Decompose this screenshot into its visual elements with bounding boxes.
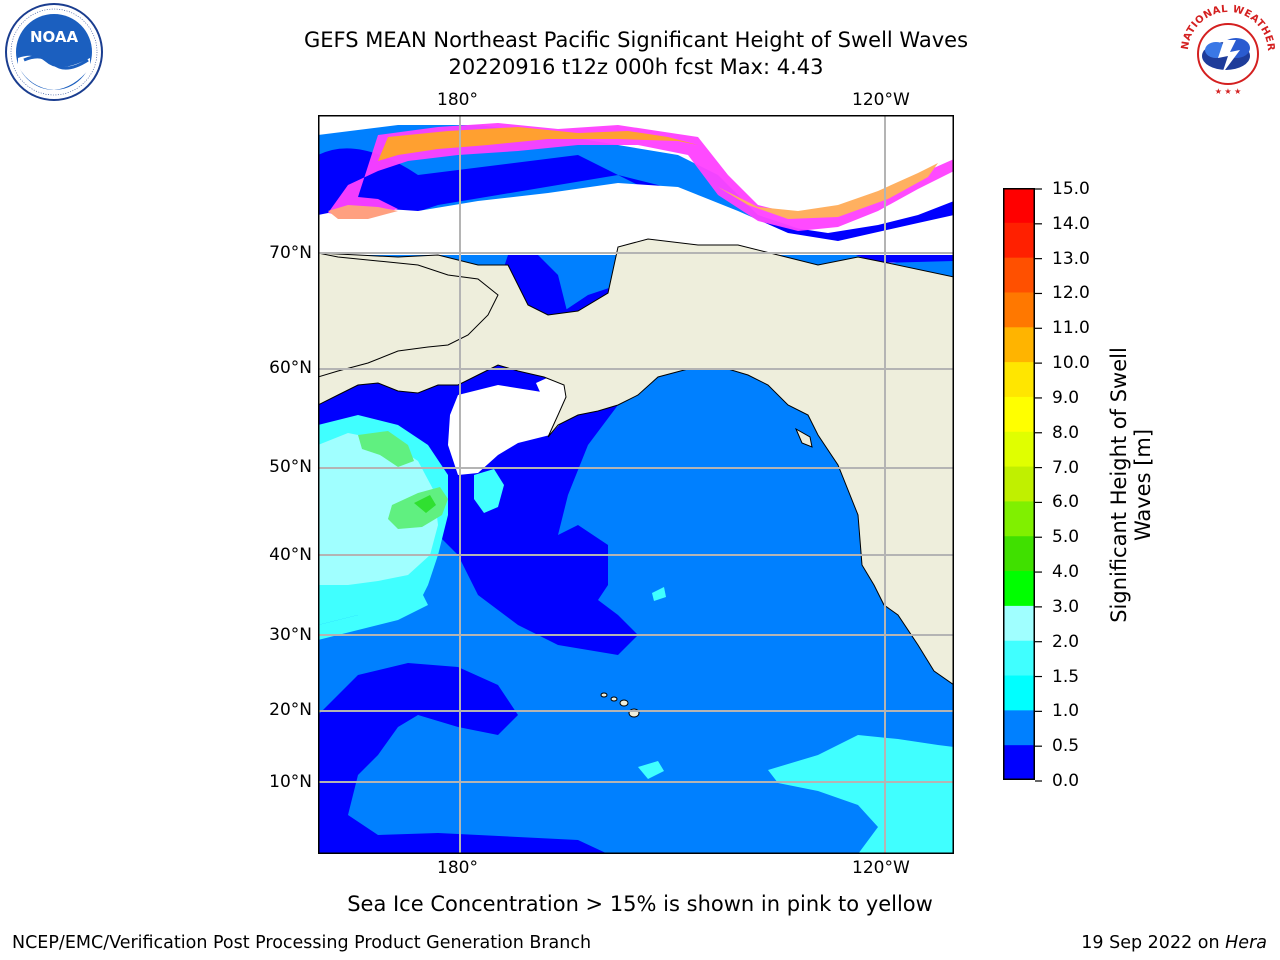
colorbar-swatch xyxy=(1003,431,1035,468)
colorbar-swatch xyxy=(1003,362,1035,398)
svg-text:★ ★ ★: ★ ★ ★ xyxy=(1215,87,1242,96)
lat-label-70n: 70°N xyxy=(269,243,312,263)
lon-label-bottom-180: 180° xyxy=(437,858,478,878)
lat-label-20n: 20°N xyxy=(269,700,312,720)
colorbar-swatch xyxy=(1003,605,1035,642)
chart-title: GEFS MEAN Northeast Pacific Significant … xyxy=(303,28,969,52)
nws-logo-icon: NATIONAL WEATHER SERVICE ★ ★ ★ xyxy=(1176,0,1278,102)
sea-ice-caption: Sea Ice Concentration > 15% is shown in … xyxy=(347,892,933,916)
colorbar-swatch xyxy=(1003,396,1035,433)
green-swell-core xyxy=(414,495,436,513)
colorbar-swatch xyxy=(1003,675,1035,711)
footer-branch: NCEP/EMC/Verification Post Processing Pr… xyxy=(12,933,592,953)
western-cyan-tail xyxy=(318,585,428,640)
vancouver-island xyxy=(794,427,813,448)
footer-date-text: 19 Sep 2022 on xyxy=(1081,933,1226,953)
lat-label-30n: 30°N xyxy=(269,625,312,645)
sea-ice-pink xyxy=(328,123,954,231)
map-frame xyxy=(318,115,954,854)
green-swell-2 xyxy=(388,487,448,529)
colorbar-swatch xyxy=(1003,571,1035,607)
colorbar-swatch xyxy=(1003,710,1035,746)
colorbar-tick-label: 0.5 xyxy=(1052,736,1080,757)
colorbar-tick-label: 15.0 xyxy=(1052,179,1090,199)
siberia-land xyxy=(318,252,499,378)
colorbar-swatch xyxy=(1003,327,1035,363)
colorbar-tick-label: 6.0 xyxy=(1052,492,1080,513)
colorbar-tick-label: 14.0 xyxy=(1052,213,1090,234)
colorbar-ticks xyxy=(1035,188,1042,782)
cyan-blob-2 xyxy=(652,587,666,601)
arctic-ice-band xyxy=(318,183,954,255)
chart-subtitle: 20220916 t12z 000h fcst Max: 4.43 xyxy=(448,55,824,79)
colorbar xyxy=(1003,188,1035,780)
colorbar-tick-label: 2.0 xyxy=(1052,631,1080,652)
lon-label-top-120w: 120°W xyxy=(852,90,910,110)
colorbar-tick-label: 1.0 xyxy=(1052,701,1080,722)
colorbar-tick-label: 4.0 xyxy=(1052,562,1080,583)
footer-host: Hera xyxy=(1225,933,1267,953)
colorbar-tick-label: 10.0 xyxy=(1052,353,1090,374)
map-gridlines xyxy=(318,115,954,854)
central-low-swell xyxy=(538,525,608,635)
lon-label-top-180: 180° xyxy=(437,90,478,110)
lat-label-40n: 40°N xyxy=(269,545,312,565)
colorbar-swatch xyxy=(1003,745,1035,780)
aleutian-cyan-patch xyxy=(474,469,504,513)
colorbar-swatch xyxy=(1003,257,1035,293)
colorbar-tick-label: 12.0 xyxy=(1052,283,1090,304)
lat-label-50n: 50°N xyxy=(269,457,312,477)
colorbar-tick-label: 8.0 xyxy=(1052,422,1080,443)
bering-white-area xyxy=(448,385,568,475)
colorbar-swatch xyxy=(1003,188,1035,224)
noaa-logo-icon: NOAA xyxy=(5,3,103,101)
sea-ice-orange-3 xyxy=(328,205,398,219)
colorbar-tick-label: 13.0 xyxy=(1052,248,1090,269)
colorbar-swatch xyxy=(1003,501,1035,537)
colorbar-tick-label: 7.0 xyxy=(1052,457,1080,478)
swell-height-map xyxy=(318,115,954,854)
noaa-logo-text: NOAA xyxy=(30,28,79,46)
green-swell-1 xyxy=(358,431,414,467)
colorbar-swatch xyxy=(1003,536,1035,572)
colorbar-tick-label: 5.0 xyxy=(1052,527,1080,548)
lon-label-bottom-120w: 120°W xyxy=(852,858,910,878)
southeast-cyan-swell xyxy=(768,735,954,854)
footer-date: 19 Sep 2022 on Hera xyxy=(1081,933,1267,953)
colorbar-tick-label: 3.0 xyxy=(1052,596,1080,617)
colorbar-label-line2: Waves [m] xyxy=(1131,428,1155,542)
arctic-ice-area xyxy=(318,115,954,265)
colorbar-swatch xyxy=(1003,466,1035,502)
lat-label-60n: 60°N xyxy=(269,358,312,378)
colorbar-label-line1: Significant Height of Swell xyxy=(1107,347,1131,623)
sea-ice-orange xyxy=(378,127,698,161)
colorbar-tick-label: 0.0 xyxy=(1052,771,1080,791)
lat-label-10n: 10°N xyxy=(269,772,312,792)
colorbar-tick-label: 1.5 xyxy=(1052,666,1080,687)
cyan-blob-1 xyxy=(638,761,664,779)
colorbar-swatch xyxy=(1003,640,1035,677)
colorbar-swatch xyxy=(1003,222,1035,259)
colorbar-tick-label: 9.0 xyxy=(1052,387,1080,408)
colorbar-swatch xyxy=(1003,292,1035,328)
sea-ice-orange-2 xyxy=(718,163,938,219)
western-lightcyan-swell xyxy=(318,433,438,585)
colorbar-tick-label: 11.0 xyxy=(1052,318,1090,339)
